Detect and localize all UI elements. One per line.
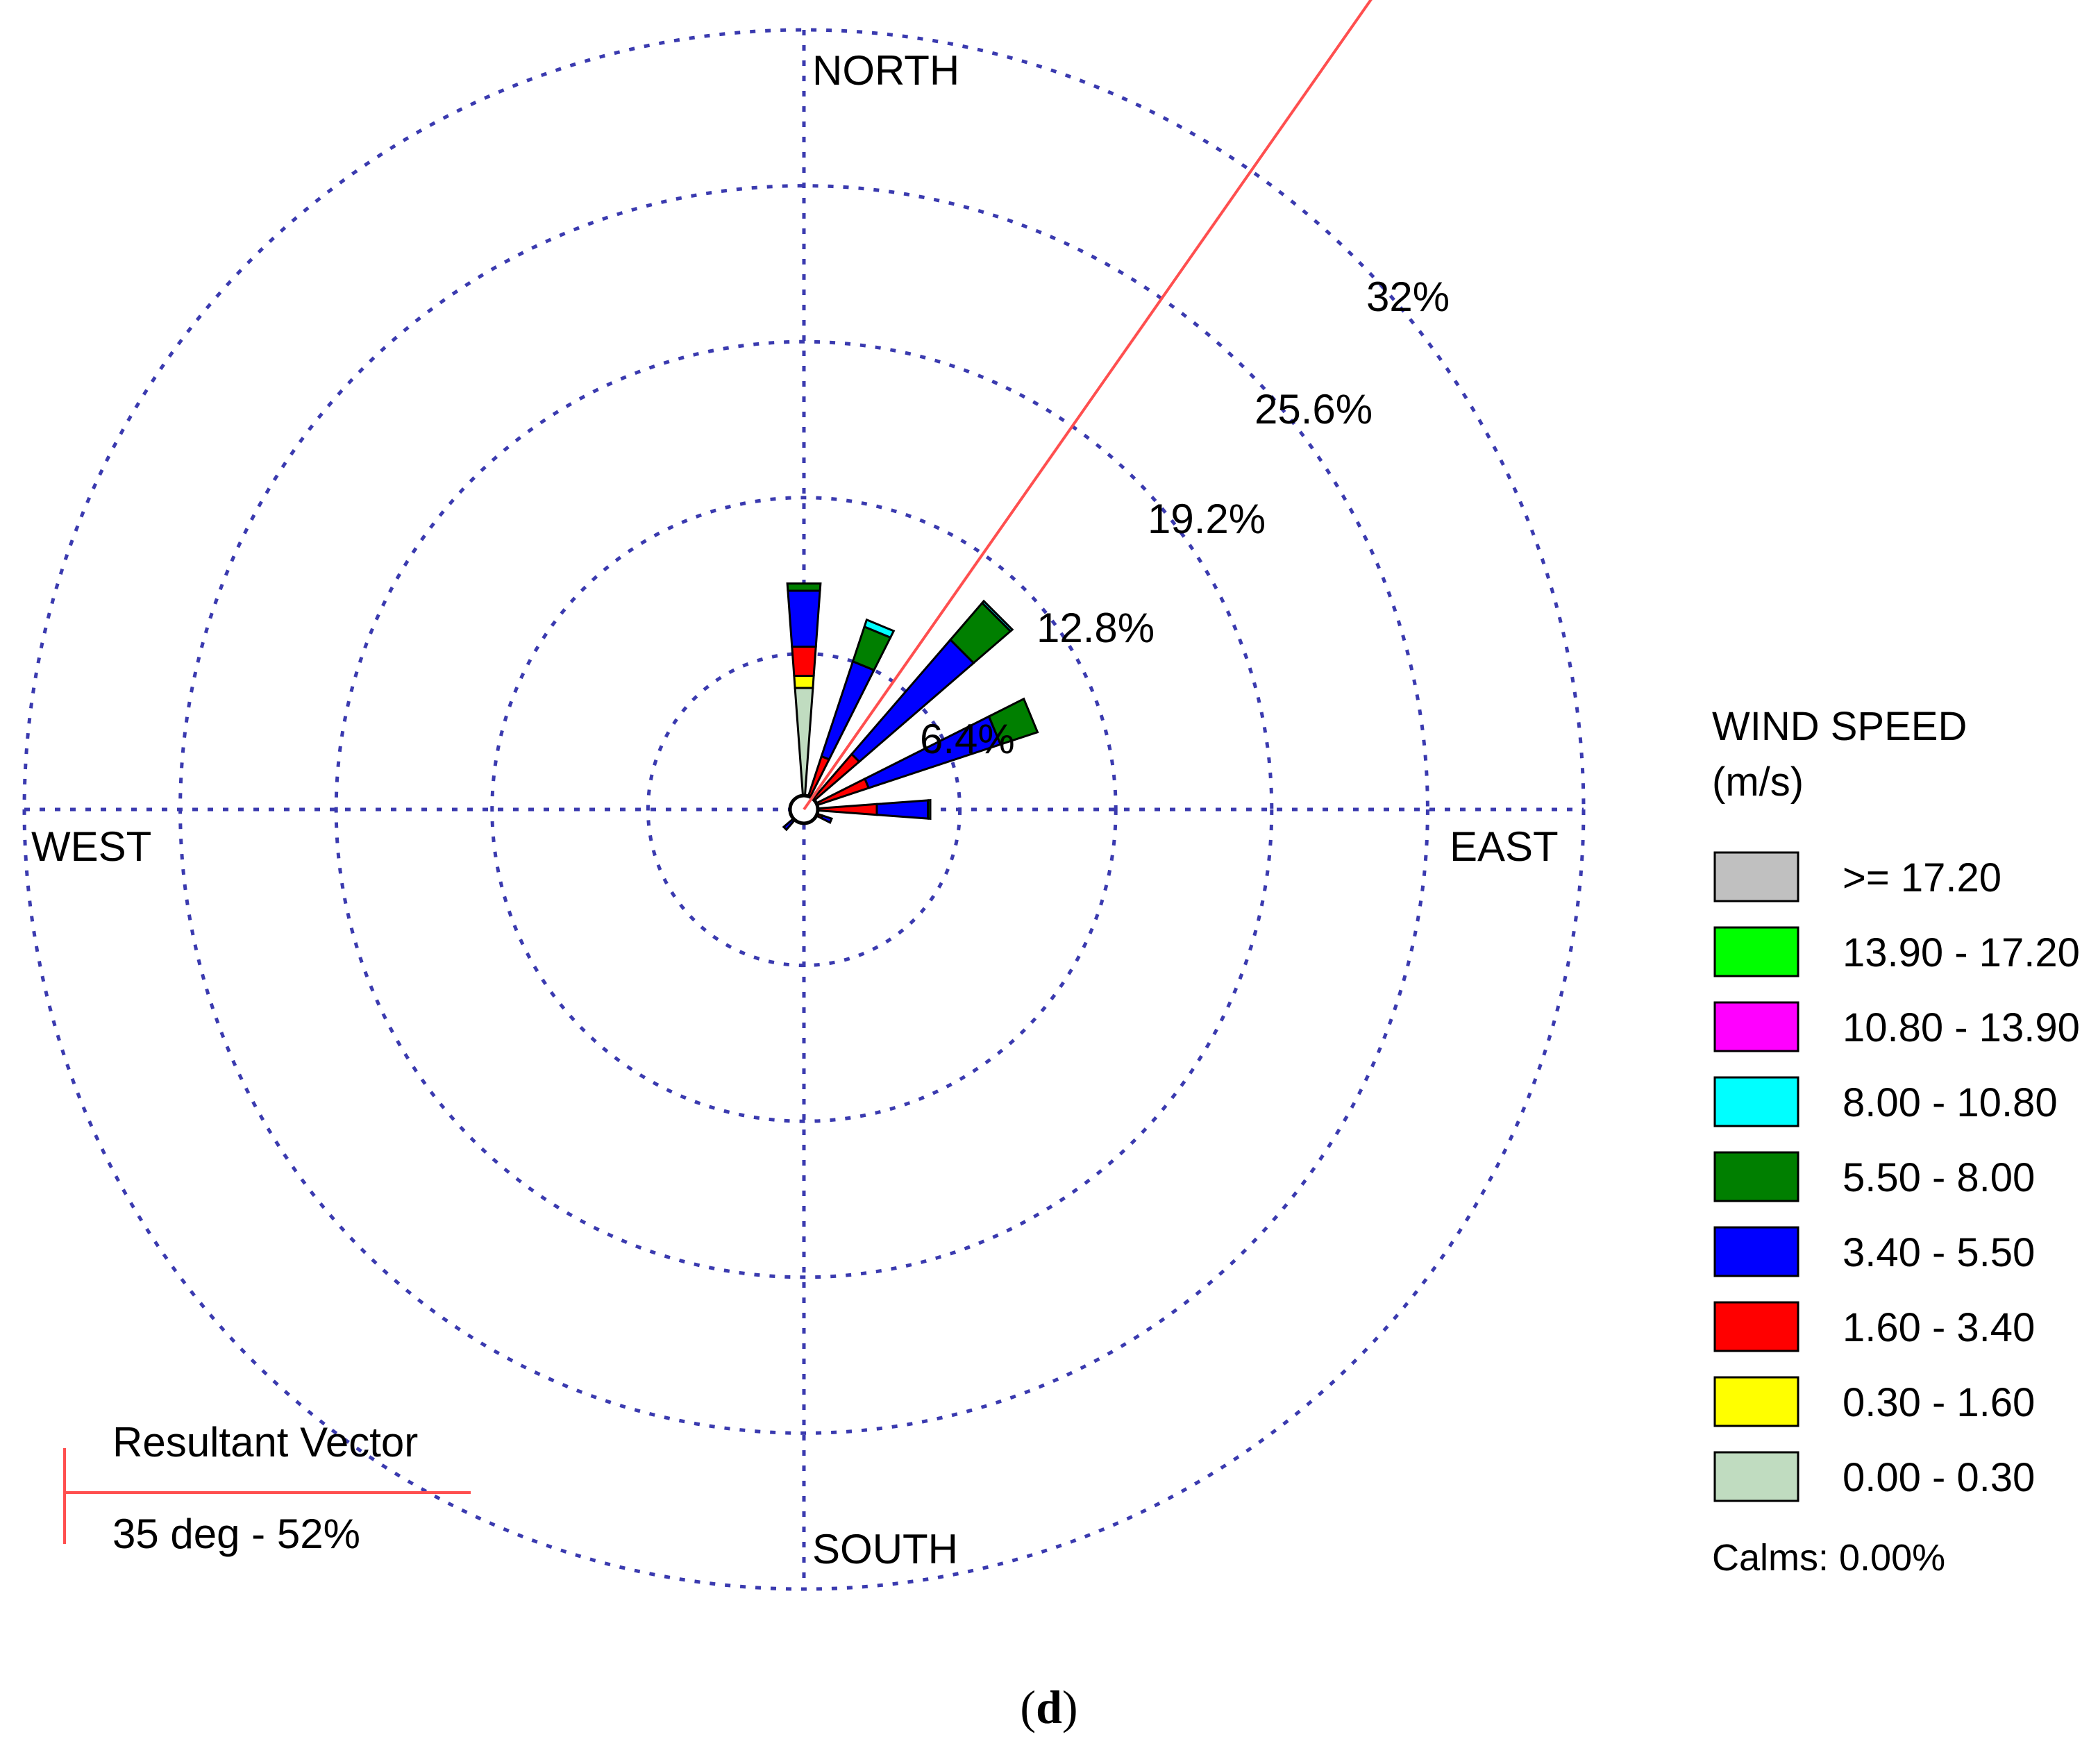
legend-label-5: 5.50 - 8.00 bbox=[1843, 1155, 2035, 1200]
legend-label-9: 0.00 - 0.30 bbox=[1843, 1455, 2035, 1500]
legend-swatch-6 bbox=[1713, 1226, 1799, 1277]
petal-NE-bin-5 bbox=[980, 599, 1014, 633]
legend: WIND SPEED (m/s) >= 17.20 13.90 - 17.20 10.8… bbox=[1712, 704, 2080, 1579]
legend-label-1: >= 17.20 bbox=[1843, 855, 2002, 900]
grid-ring-3 bbox=[334, 339, 1274, 1279]
label-south: SOUTH bbox=[812, 1526, 958, 1572]
legend-label-6: 3.40 - 5.50 bbox=[1843, 1230, 2035, 1275]
legend-calms: Calms: 0.00% bbox=[1712, 1537, 1945, 1579]
petal-N-bin-1 bbox=[793, 675, 815, 689]
legend-label-7: 1.60 - 3.40 bbox=[1843, 1305, 2035, 1350]
legend-label-8: 0.30 - 1.60 bbox=[1843, 1380, 2035, 1425]
caption-close: ) bbox=[1061, 1681, 1078, 1733]
wind-petals bbox=[782, 582, 1039, 832]
ring-label-1: 6.4% bbox=[920, 716, 1015, 762]
legend-swatch-3 bbox=[1713, 1001, 1799, 1052]
grid-ring-2 bbox=[490, 496, 1118, 1123]
legend-swatch-1 bbox=[1713, 851, 1799, 902]
caption-letter: d bbox=[1036, 1681, 1062, 1733]
petal-N-bin-4 bbox=[786, 582, 822, 592]
resultant-vector-title: Resultant Vector bbox=[112, 1419, 418, 1465]
wind-rose-chart: NORTH SOUTH WEST EAST 6.4% 12.8% 19.2% 25.6% 32%… bbox=[22, 0, 2080, 1591]
legend-units: (m/s) bbox=[1712, 759, 1804, 805]
petal-E-bin-4 bbox=[927, 798, 932, 821]
legend-swatch-5 bbox=[1713, 1151, 1799, 1202]
label-east: EAST bbox=[1450, 823, 1559, 870]
chart-labels: NORTH SOUTH WEST EAST 6.4% 12.8% 19.2% 25.6% 32%… bbox=[31, 47, 1559, 1572]
petal-SW-bin-3 bbox=[782, 817, 796, 832]
ring-label-2: 12.8% bbox=[1037, 605, 1155, 651]
petal-ENE-bin-4 bbox=[987, 697, 1039, 746]
petal-N-bin-3 bbox=[787, 589, 821, 648]
resultant-vector bbox=[803, 0, 1373, 811]
legend-swatch-7 bbox=[1713, 1301, 1799, 1352]
petal-N-bin-2 bbox=[791, 646, 817, 677]
ring-label-4: 25.6% bbox=[1254, 386, 1373, 432]
legend-swatch-4 bbox=[1713, 1076, 1799, 1127]
label-west: WEST bbox=[31, 823, 151, 870]
legend-label-3: 10.80 - 13.90 bbox=[1843, 1005, 2080, 1050]
legend-title: WIND SPEED bbox=[1712, 704, 1967, 749]
ring-label-3: 19.2% bbox=[1148, 496, 1266, 542]
ring-label-5: 32% bbox=[1366, 274, 1450, 320]
caption-open: ( bbox=[1020, 1681, 1037, 1733]
label-north: NORTH bbox=[812, 47, 959, 94]
legend-label-4: 8.00 - 10.80 bbox=[1843, 1080, 2058, 1125]
petal-NNE-bin-5 bbox=[863, 618, 896, 639]
legend-swatch-9 bbox=[1713, 1451, 1799, 1502]
legend-label-2: 13.90 - 17.20 bbox=[1843, 930, 2080, 975]
resultant-vector-label: 35 deg - 52% bbox=[112, 1511, 360, 1557]
petal-E-bin-2 bbox=[812, 803, 878, 816]
figure-caption: (d) bbox=[0, 1680, 2098, 1735]
petal-E-bin-3 bbox=[875, 799, 929, 820]
legend-swatch-8 bbox=[1713, 1376, 1799, 1427]
legend-swatch-2 bbox=[1713, 926, 1799, 977]
resultant-vector-line bbox=[803, 0, 1373, 811]
petal-ESE-bin-3 bbox=[820, 814, 834, 824]
